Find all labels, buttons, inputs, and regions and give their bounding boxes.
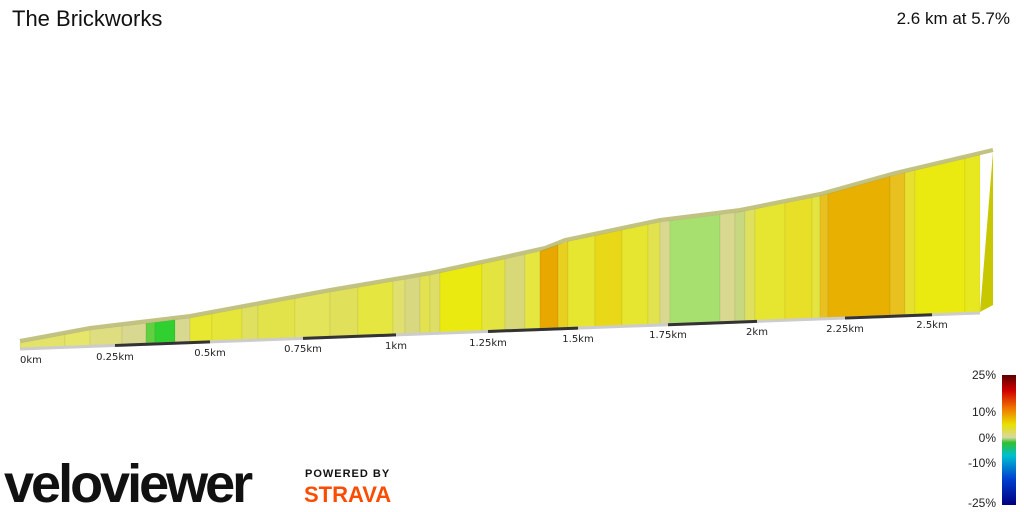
gradient-segment — [154, 319, 176, 344]
gradient-segment — [744, 208, 756, 322]
profile-end — [980, 152, 993, 312]
strava-logo: STRAVA — [304, 482, 391, 507]
distance-label: 0.75km — [284, 344, 322, 355]
legend-label: 10% — [972, 405, 996, 419]
legend-label: 0% — [979, 431, 997, 445]
distance-label: 0.25km — [96, 352, 134, 363]
gradient-segment — [594, 229, 623, 327]
powered-by: POWERED BY — [305, 468, 390, 480]
distance-label: 0.5km — [194, 348, 225, 359]
distance-label: 1km — [385, 341, 407, 352]
gradient-segment — [257, 298, 296, 340]
gradient-segment — [964, 154, 981, 313]
distance-band — [114, 340, 211, 347]
gradient-segment — [357, 280, 394, 336]
gradient-segment — [419, 274, 431, 334]
distance-label: 2.5km — [916, 320, 947, 331]
gradient-segment — [504, 254, 526, 331]
gradient-segment — [621, 224, 649, 326]
title: The Brickworks — [12, 6, 162, 31]
gradient-segment — [784, 197, 813, 320]
gradient-segment — [329, 286, 359, 337]
distance-label: 1.75km — [649, 330, 687, 341]
legend: 25% 10% 0% -10% -25% — [968, 368, 996, 510]
gradient-segment — [669, 214, 721, 324]
gradient-segment — [481, 258, 506, 332]
gradient-scale — [1002, 375, 1016, 505]
distance-label: 1.25km — [469, 338, 507, 349]
summary: 2.6 km at 5.7% — [897, 9, 1010, 28]
gradient-segment — [827, 175, 891, 319]
legend-label: 25% — [972, 368, 996, 382]
profile — [19, 148, 994, 351]
gradient-segment — [211, 307, 243, 342]
gradient-segment — [557, 240, 569, 329]
gradient-segment — [811, 195, 821, 319]
gradient-segment — [734, 210, 746, 322]
logo: veloviewer — [4, 454, 253, 512]
gradient-segment — [914, 158, 966, 315]
gradient-segment — [819, 193, 829, 319]
gradient-segment — [404, 276, 421, 334]
gradient-segment — [754, 202, 786, 321]
distance-band — [302, 333, 397, 340]
gradient-segment — [429, 272, 441, 333]
gradient-segment — [174, 317, 191, 343]
gradient-segment — [904, 169, 916, 316]
gradient-segment — [121, 322, 147, 345]
gradient-segment — [539, 244, 559, 329]
gradient-segment — [659, 220, 671, 325]
gradient-segment — [567, 235, 596, 328]
distance-band — [844, 313, 933, 320]
gradient-segment — [392, 278, 406, 335]
gradient-segment — [439, 263, 483, 333]
gradient-segment — [241, 304, 259, 341]
distance-label: 0km — [20, 355, 42, 366]
gradient-segment — [189, 313, 213, 342]
distance-band — [487, 326, 579, 333]
distance-label: 2km — [746, 327, 768, 338]
gradient-segment — [294, 291, 331, 339]
gradient-segment — [145, 321, 156, 344]
gradient-segment — [524, 250, 541, 330]
profile-top-edge — [19, 148, 994, 343]
gradient-segment — [889, 172, 906, 316]
distance-label: 2.25km — [826, 324, 864, 335]
distance-band — [667, 319, 758, 327]
legend-label: -25% — [968, 496, 996, 510]
gradient-segment — [719, 212, 736, 323]
distance-axis: 0km 0.25km 0.5km 0.75km 1km 1.25km 1.5km 1.75km… — [20, 313, 948, 366]
gradient-segment — [647, 221, 661, 325]
legend-label: -10% — [968, 456, 996, 470]
distance-label: 1.5km — [562, 334, 593, 345]
